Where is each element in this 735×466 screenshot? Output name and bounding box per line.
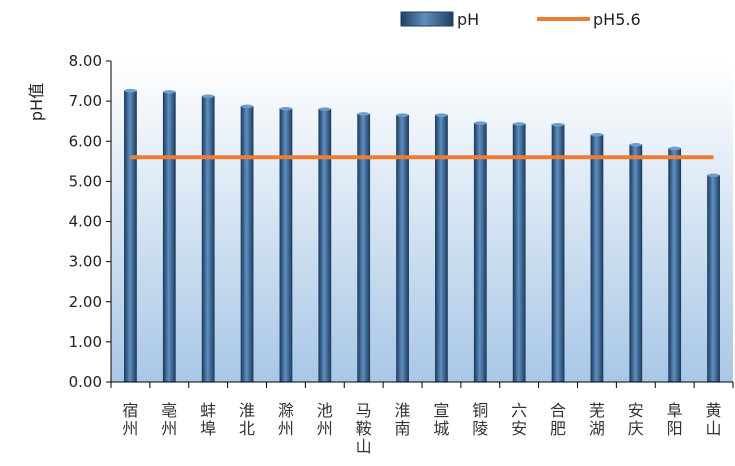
y-axis-ticks: 0.00 1.00 2.00 3.00 4.00 5.00 6.00 7.00 8.00 bbox=[69, 52, 111, 391]
x-tick-label: 亳州 bbox=[161, 401, 177, 438]
y-tick-label: 8.00 bbox=[69, 52, 102, 70]
legend: pH pH5.6 bbox=[400, 10, 641, 29]
bar bbox=[357, 113, 371, 383]
bar bbox=[473, 122, 487, 383]
bar bbox=[590, 134, 604, 383]
x-tick-label: 合肥 bbox=[550, 401, 566, 438]
bar-cap bbox=[707, 173, 720, 178]
bar bbox=[162, 91, 176, 383]
bar bbox=[201, 95, 215, 383]
x-tick-label: 滁州 bbox=[278, 401, 294, 438]
x-tick-label: 池州 bbox=[317, 401, 333, 438]
bars bbox=[124, 88, 720, 383]
bar bbox=[435, 114, 448, 383]
x-tick-label: 六安 bbox=[511, 401, 527, 438]
bar-cap bbox=[318, 107, 331, 111]
x-tick-label: 宿州 bbox=[122, 401, 138, 438]
y-tick-label: 2.00 bbox=[69, 293, 102, 311]
x-tick-label: 芜湖 bbox=[589, 401, 605, 438]
bar-cap bbox=[474, 121, 487, 125]
y-axis-title: pH值 bbox=[27, 83, 46, 121]
bar bbox=[629, 144, 643, 383]
bar-cap bbox=[396, 113, 409, 117]
bar-cap bbox=[552, 122, 565, 127]
plot-area bbox=[111, 61, 733, 382]
bar-cap bbox=[163, 90, 176, 94]
x-tick-label: 铜陵 bbox=[472, 401, 488, 438]
bar bbox=[240, 105, 254, 383]
axes bbox=[110, 61, 734, 388]
x-tick-label: 蚌埠 bbox=[200, 401, 216, 438]
bar-cap bbox=[668, 146, 681, 151]
bar-cap bbox=[357, 112, 370, 116]
bar bbox=[512, 123, 526, 383]
x-tick-label: 安庆 bbox=[628, 401, 644, 438]
x-tick-label: 阜阳 bbox=[667, 401, 683, 438]
bar-cap bbox=[590, 133, 603, 137]
bar bbox=[318, 108, 332, 383]
bar-cap bbox=[124, 88, 137, 93]
bar bbox=[279, 108, 293, 383]
bar bbox=[124, 90, 137, 383]
y-tick-label: 7.00 bbox=[69, 92, 102, 110]
bar bbox=[551, 124, 565, 383]
bar bbox=[396, 114, 409, 383]
legend-label-ph56: pH5.6 bbox=[593, 10, 641, 29]
y-tick-label: 1.00 bbox=[69, 333, 102, 351]
y-tick-label: 4.00 bbox=[69, 213, 102, 231]
bar-cap bbox=[202, 94, 215, 99]
bar bbox=[707, 174, 720, 383]
bar-cap bbox=[629, 143, 642, 147]
y-tick-label: 3.00 bbox=[69, 253, 102, 271]
bar-cap bbox=[279, 106, 292, 111]
bar-cap bbox=[241, 104, 254, 109]
x-tick-label: 淮北 bbox=[239, 401, 255, 438]
x-tick-label: 淮南 bbox=[395, 401, 411, 438]
bar-cap bbox=[513, 122, 526, 126]
bar bbox=[668, 148, 682, 383]
legend-label-ph: pH bbox=[457, 10, 479, 29]
y-tick-label: 6.00 bbox=[69, 132, 102, 150]
y-tick-label: 0.00 bbox=[69, 373, 102, 391]
legend-swatch-ph bbox=[400, 11, 454, 27]
bar-cap bbox=[435, 113, 448, 117]
x-tick-label: 黄山 bbox=[706, 401, 722, 438]
x-tick-label: 马鞍山 bbox=[356, 401, 372, 456]
y-tick-label: 5.00 bbox=[69, 172, 102, 190]
x-tick-label: 宣城 bbox=[433, 401, 449, 438]
